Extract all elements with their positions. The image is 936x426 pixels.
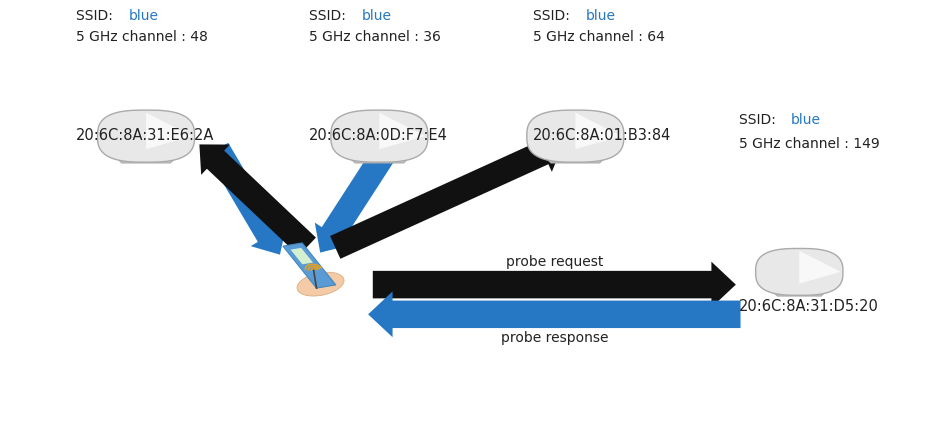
Polygon shape xyxy=(283,243,336,288)
Polygon shape xyxy=(541,154,609,164)
Text: SSID:: SSID: xyxy=(534,9,575,23)
Polygon shape xyxy=(576,113,622,150)
Polygon shape xyxy=(768,288,830,296)
Text: blue: blue xyxy=(791,113,821,127)
Polygon shape xyxy=(527,111,624,163)
Polygon shape xyxy=(755,249,843,296)
Text: blue: blue xyxy=(361,9,391,23)
Ellipse shape xyxy=(297,273,344,296)
Text: 20:6C:8A:0D:F7:E4: 20:6C:8A:0D:F7:E4 xyxy=(310,127,448,142)
Polygon shape xyxy=(799,251,841,284)
Polygon shape xyxy=(330,111,428,163)
Text: 5 GHz channel : 64: 5 GHz channel : 64 xyxy=(534,30,665,44)
Text: 5 GHz channel : 36: 5 GHz channel : 36 xyxy=(310,30,441,44)
Text: SSID:: SSID: xyxy=(739,113,780,127)
Text: 20:6C:8A:31:E6:2A: 20:6C:8A:31:E6:2A xyxy=(76,127,214,142)
Text: SSID:: SSID: xyxy=(310,9,351,23)
Text: 20:6C:8A:31:D5:20: 20:6C:8A:31:D5:20 xyxy=(739,299,879,314)
Text: blue: blue xyxy=(128,9,158,23)
Text: probe response: probe response xyxy=(501,331,608,345)
Text: blue: blue xyxy=(586,9,616,23)
Text: 5 GHz channel : 48: 5 GHz channel : 48 xyxy=(76,30,208,44)
Text: 5 GHz channel : 149: 5 GHz channel : 149 xyxy=(739,136,880,150)
Polygon shape xyxy=(97,111,195,163)
Polygon shape xyxy=(379,113,426,150)
Polygon shape xyxy=(112,154,180,164)
Text: probe request: probe request xyxy=(505,254,603,268)
Polygon shape xyxy=(290,248,313,265)
Polygon shape xyxy=(345,154,414,164)
Polygon shape xyxy=(146,113,192,150)
Text: 20:6C:8A:01:B3:84: 20:6C:8A:01:B3:84 xyxy=(534,127,672,142)
Text: SSID:: SSID: xyxy=(76,9,117,23)
